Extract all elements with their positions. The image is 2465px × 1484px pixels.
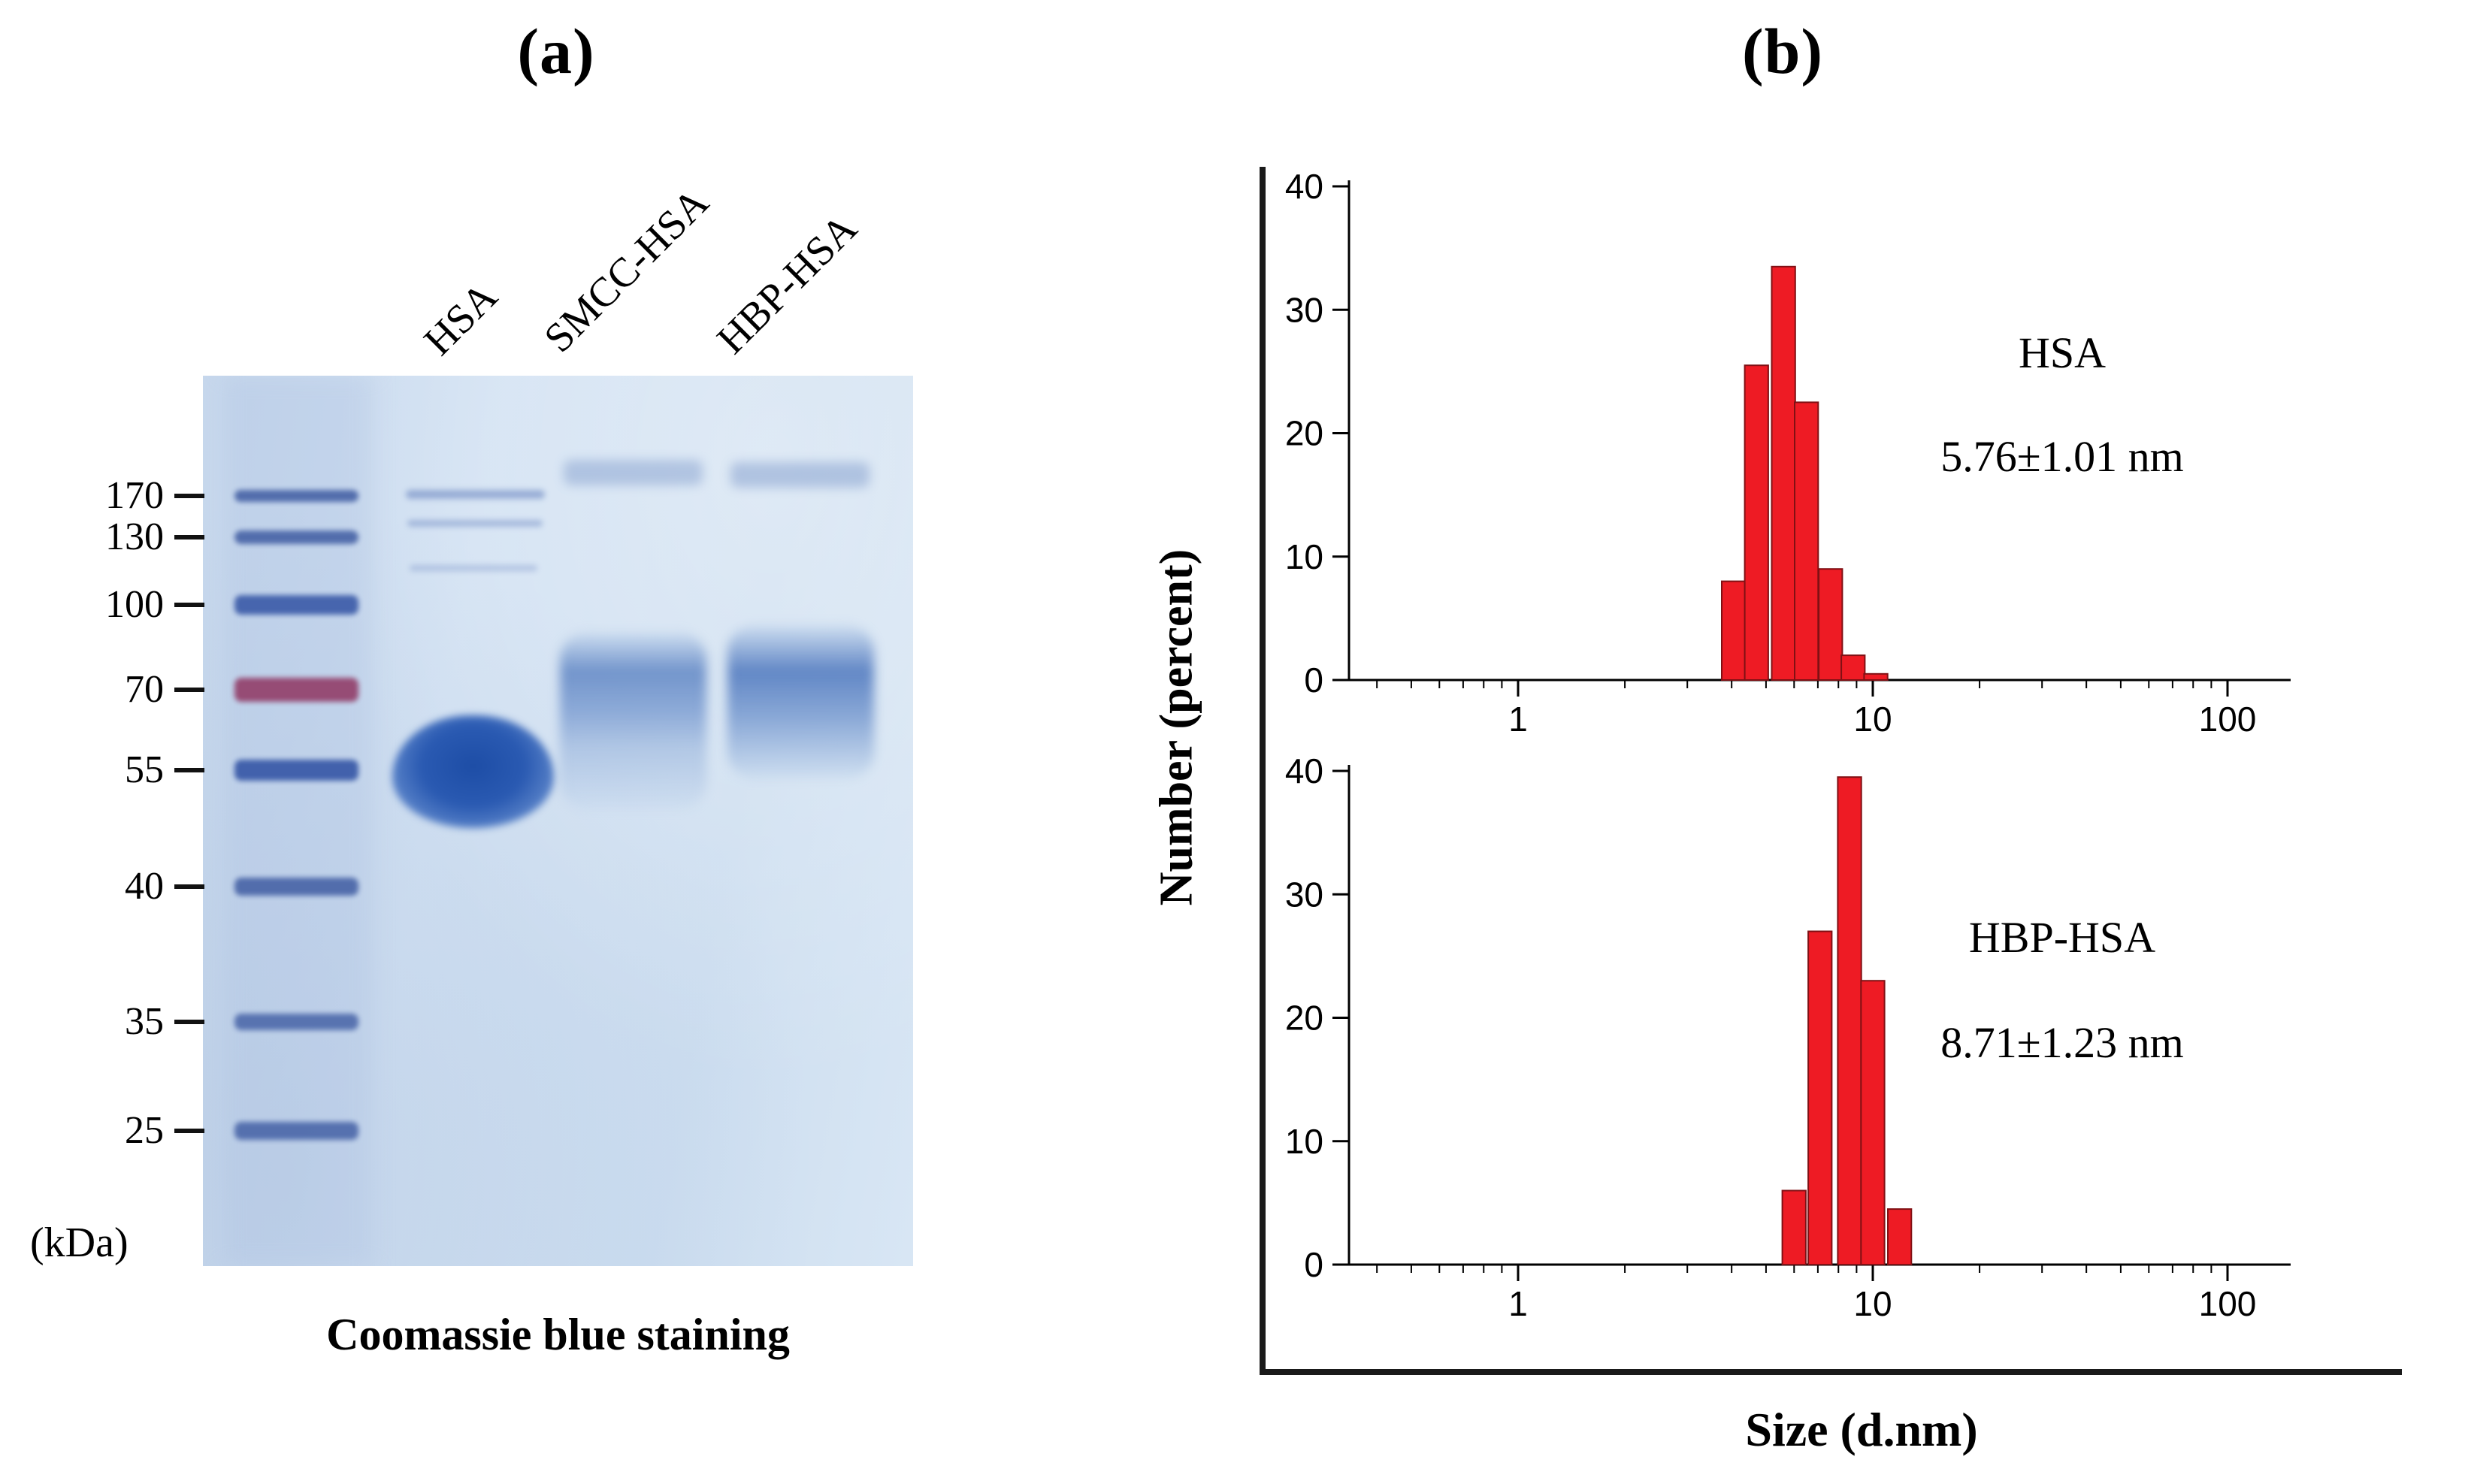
svg-text:1: 1	[1508, 1284, 1528, 1323]
ladder-tick-100	[174, 603, 204, 607]
gel-marker-band-55	[234, 760, 358, 781]
ladder-tick-130	[174, 535, 204, 539]
svg-text:10: 10	[1853, 1284, 1892, 1323]
gel-marker-lane-background	[224, 376, 373, 1266]
dls-chart-hbp-hsa: 0 10 20 30 40 1 10 100	[1278, 751, 2330, 1343]
ladder-label-130: 130	[105, 515, 164, 558]
svg-text:10: 10	[1285, 537, 1323, 576]
bar-6.5nm	[1794, 401, 1819, 681]
panel-b-label: (b)	[1741, 15, 1824, 87]
gel-band-smcc-highmw	[564, 460, 703, 485]
ladder-row-70: 70	[45, 667, 204, 712]
svg-text:10: 10	[1285, 1122, 1323, 1161]
ladder-label-55: 55	[125, 748, 164, 791]
gel-marker-band-100	[234, 595, 358, 615]
hbp-series-label: HBP-HSA	[1968, 913, 2156, 962]
lane-label-smcc-hsa: SMCC-HSA	[535, 179, 718, 361]
ladder-label-100: 100	[105, 583, 164, 626]
ladder-row-25: 25	[45, 1108, 204, 1153]
ladder-row-100: 100	[45, 582, 204, 627]
tick-labels: 0 10 20 30 40 1 10 100	[1285, 751, 2257, 1323]
gel-marker-band-130	[234, 530, 358, 544]
svg-text:0: 0	[1304, 660, 1323, 700]
dls-chart-hsa: 0 10 20 30 40 1 10 100	[1278, 167, 2330, 759]
gel-caption: Coomassie blue staining	[326, 1310, 790, 1359]
gel-smear-hbp-hsa	[727, 625, 874, 779]
ladder-label-25: 25	[125, 1109, 164, 1152]
bar-10nm	[1860, 980, 1886, 1265]
gel-marker-band-170	[234, 490, 358, 502]
ladder-tick-170	[174, 494, 204, 498]
bar-6nm	[1781, 1189, 1807, 1265]
hsa-series-label: HSA	[2018, 328, 2107, 377]
ladder-tick-25	[174, 1129, 204, 1133]
svg-text:0: 0	[1304, 1245, 1323, 1284]
gel-image	[203, 376, 913, 1266]
svg-text:20: 20	[1285, 414, 1323, 453]
bar-7.6nm	[1818, 568, 1843, 682]
svg-text:100: 100	[2199, 1284, 2257, 1323]
ladder-label-170: 170	[105, 474, 164, 517]
lane-label-hbp-hsa: HBP-HSA	[708, 204, 866, 363]
svg-text:100: 100	[2199, 700, 2257, 739]
panel-a-label: (a)	[517, 15, 595, 87]
svg-text:1: 1	[1508, 700, 1528, 739]
hbp-size-annotation: 8.71±1.23 nm	[1940, 1018, 2184, 1067]
svg-text:30: 30	[1285, 875, 1323, 914]
svg-text:40: 40	[1285, 173, 1323, 206]
ladder-row-35: 35	[45, 999, 204, 1044]
outer-axis-horizontal	[1260, 1369, 2402, 1375]
gel-band-hsa-highmw-1	[406, 490, 545, 499]
dls-histogram-svg-0: 0 10 20 30 40 1 10 100	[1285, 167, 2291, 739]
ladder-row-55: 55	[45, 748, 204, 793]
bar-7.1nm	[1807, 930, 1833, 1265]
bar-8.6nm	[1837, 776, 1862, 1265]
ladder-row-40: 40	[45, 864, 204, 909]
gel-band-hsa-main	[392, 715, 554, 828]
svg-text:10: 10	[1853, 700, 1892, 739]
ladder-tick-35	[174, 1020, 204, 1024]
ladder-label-40: 40	[125, 865, 164, 908]
ladder-row-170: 170	[45, 473, 204, 518]
bar-4.7nm	[1744, 364, 1769, 681]
ladder-tick-70	[174, 688, 204, 692]
gel-marker-band-70	[234, 678, 358, 702]
ladder-tick-40	[174, 884, 204, 889]
lane-label-hsa: HSA	[415, 273, 507, 364]
svg-text:20: 20	[1285, 999, 1323, 1038]
ladder-row-130: 130	[45, 515, 204, 560]
bar-5.6nm	[1771, 265, 1796, 682]
svg-text:40: 40	[1285, 757, 1323, 790]
hsa-size-annotation: 5.76±1.01 nm	[1940, 432, 2184, 481]
y-axis-label: Number (percent)	[1151, 549, 1202, 906]
bar-8.8nm	[1840, 654, 1866, 681]
bar-10.2nm	[1863, 672, 1889, 681]
svg-text:30: 30	[1285, 290, 1323, 329]
kda-unit-label: (kDa)	[30, 1220, 129, 1266]
histogram-bars	[1781, 776, 1913, 1265]
gel-shading	[203, 376, 913, 1266]
outer-axis-vertical	[1260, 167, 1266, 1375]
dls-histogram-svg-1: 0 10 20 30 40 1 10 100	[1285, 751, 2291, 1323]
gel-band-hbp-highmw	[730, 462, 870, 488]
ladder-label-35: 35	[125, 1000, 164, 1043]
gel-marker-band-25	[234, 1122, 358, 1140]
x-axis-label: Size (d.nm)	[1745, 1403, 1978, 1456]
ladder-tick-55	[174, 768, 204, 772]
gel-marker-band-40	[234, 878, 358, 896]
gel-marker-band-35	[234, 1014, 358, 1030]
bar-4.05nm	[1721, 580, 1747, 681]
gel-band-hsa-highmw-2	[407, 520, 543, 527]
bar-11.9nm	[1887, 1208, 1913, 1265]
tick-labels: 0 10 20 30 40 1 10 100	[1285, 167, 2257, 739]
gel-band-hsa-faint-115	[410, 565, 537, 571]
ladder-label-70: 70	[125, 668, 164, 711]
histogram-bars	[1721, 265, 1889, 682]
gel-smear-smcc-hsa	[560, 633, 706, 809]
